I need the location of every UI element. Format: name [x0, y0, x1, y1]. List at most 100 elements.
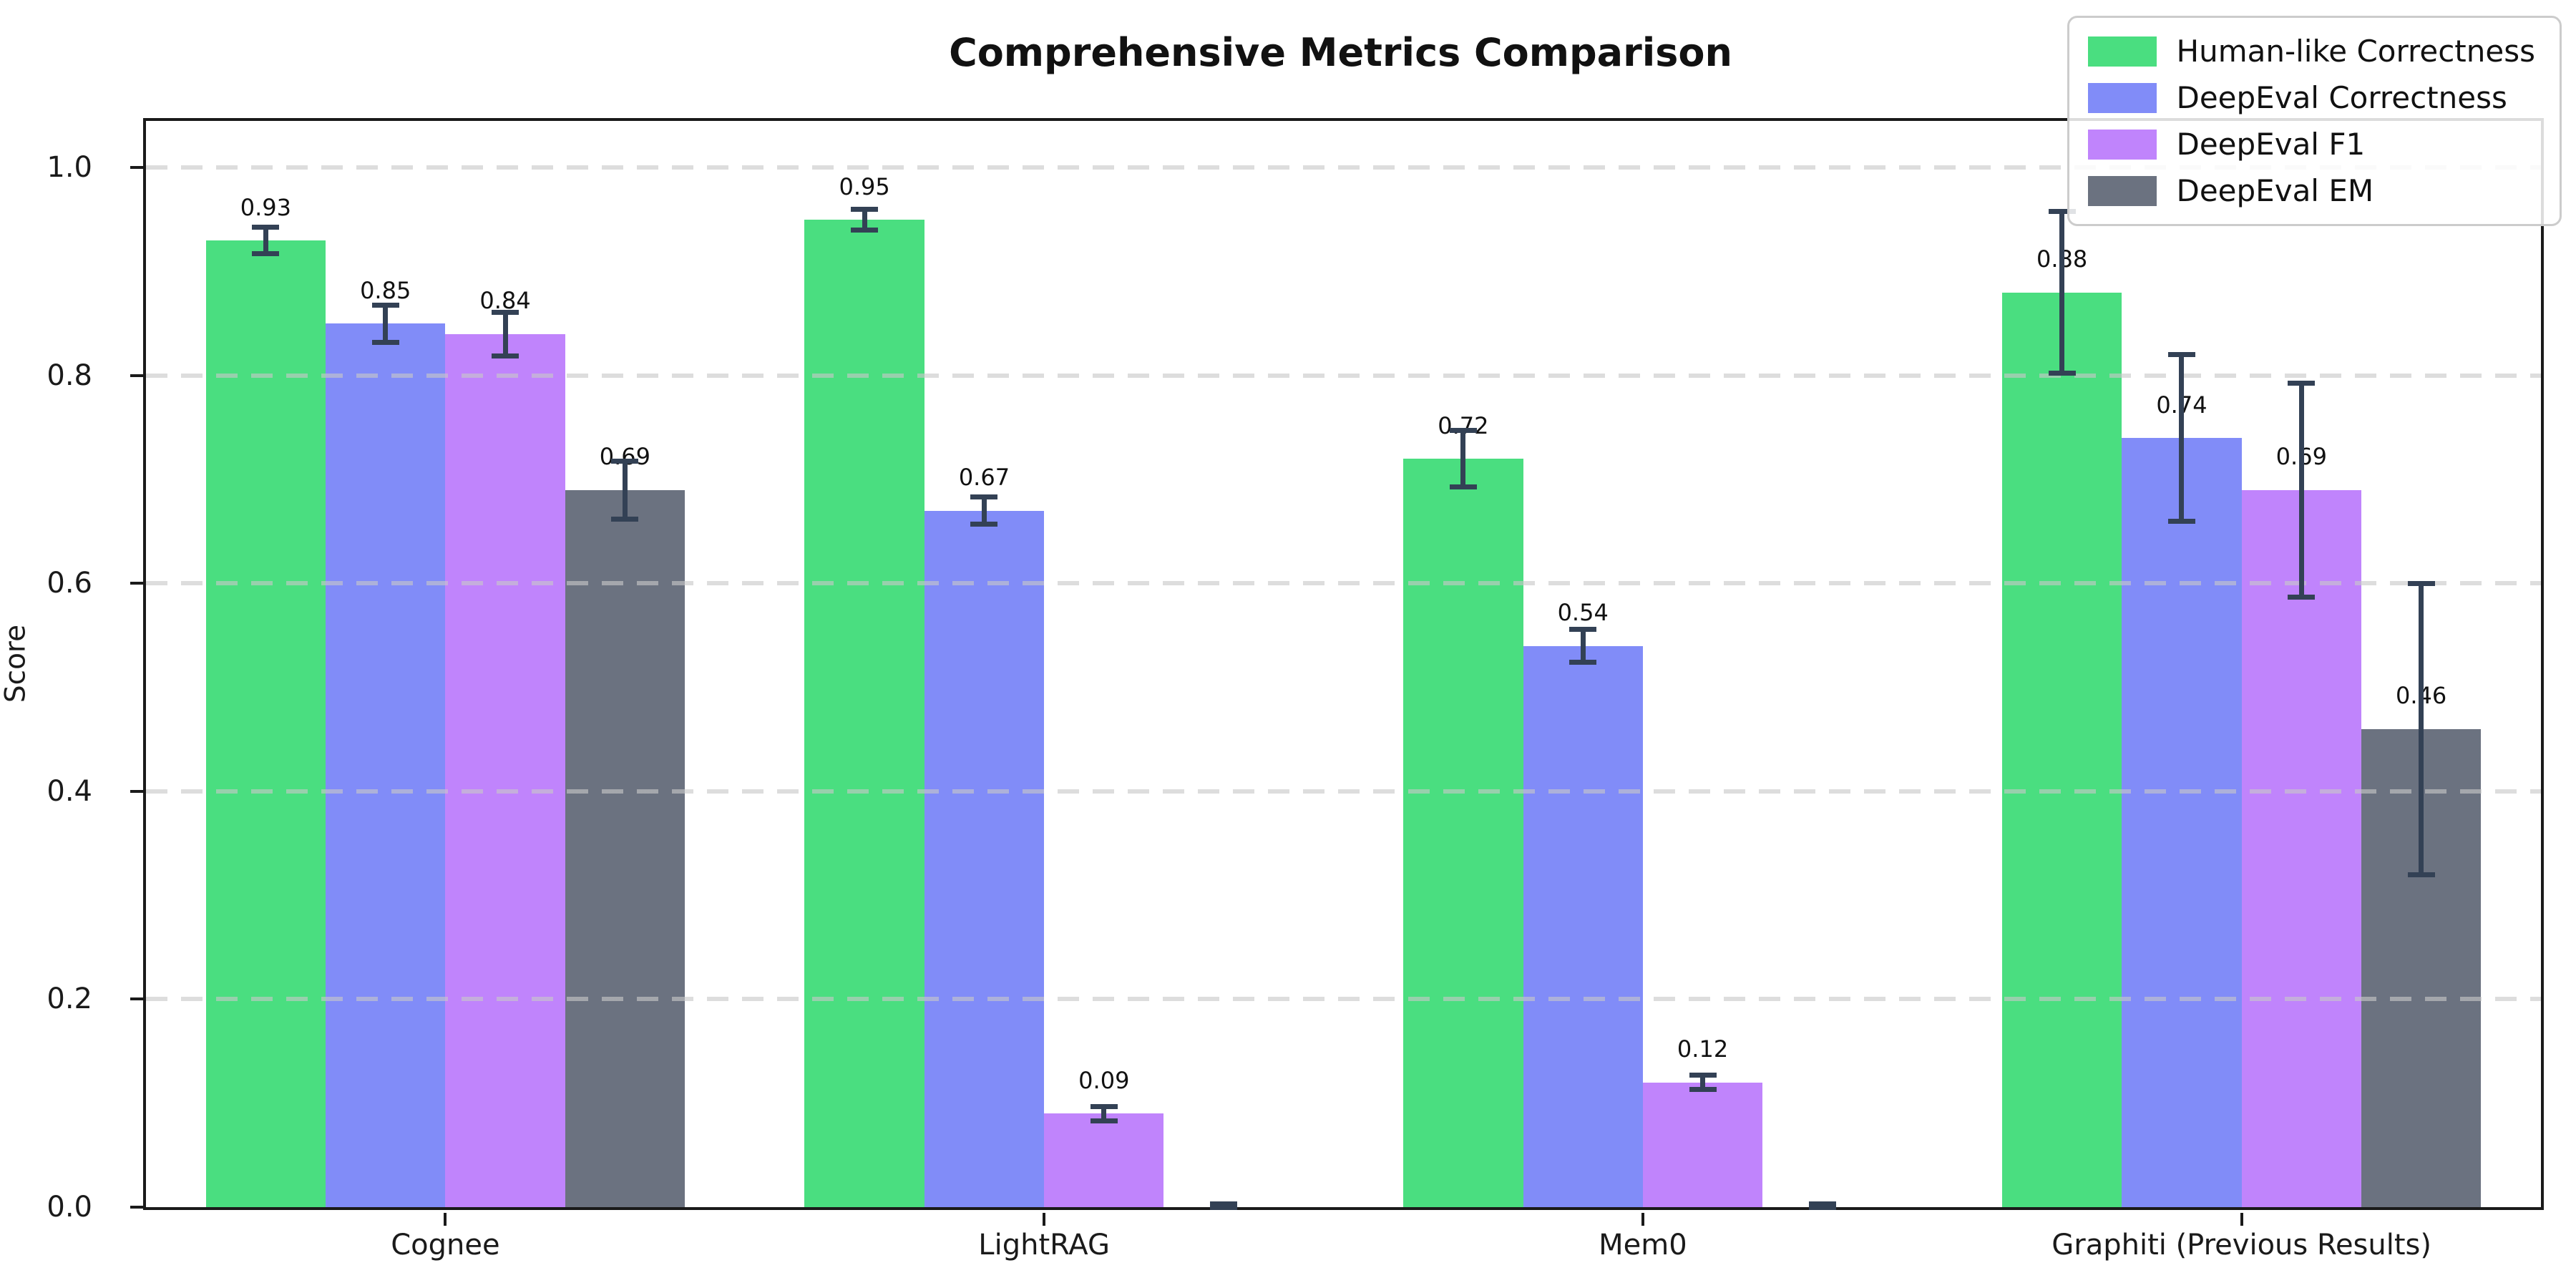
y-tick-mark: [130, 997, 143, 1001]
error-bar-cap: [252, 224, 280, 230]
bar: [924, 510, 1045, 1207]
error-bar-cap: [1569, 626, 1597, 632]
error-bar: [622, 461, 628, 519]
error-bar: [981, 497, 987, 525]
error-bar-cap: [252, 251, 280, 257]
y-tick-label: 0.2: [47, 982, 92, 1016]
error-bar-cap: [970, 522, 998, 527]
value-label: 0.67: [958, 464, 1010, 492]
error-bar-cap: [1210, 1201, 1238, 1207]
legend-item: DeepEval F1: [2087, 127, 2536, 162]
x-tick-label: Mem0: [1599, 1229, 1687, 1262]
error-bar: [2419, 583, 2424, 875]
legend-swatch: [2087, 129, 2157, 160]
value-label: 0.12: [1677, 1035, 1729, 1063]
legend-label: Human-like Correctness: [2176, 34, 2536, 69]
y-tick-label: 0.4: [47, 774, 92, 808]
error-bar: [502, 312, 508, 356]
legend-item: DeepEval EM: [2087, 173, 2536, 208]
error-bar-cap: [1090, 1103, 1118, 1109]
legend-swatch: [2087, 82, 2157, 113]
y-tick-label: 0.8: [47, 358, 92, 392]
x-tick-mark: [444, 1213, 447, 1226]
error-bar-cap: [1090, 1118, 1118, 1123]
error-bar-cap: [1449, 428, 1477, 434]
value-label: 0.09: [1078, 1066, 1130, 1094]
bar: [2001, 292, 2122, 1207]
error-bar-cap: [2288, 594, 2316, 600]
error-bar-cap: [371, 302, 399, 308]
error-bar-cap: [492, 353, 519, 358]
y-tick-mark: [130, 374, 143, 377]
x-tick-mark: [1043, 1213, 1046, 1226]
error-bar-cap: [492, 309, 519, 315]
x-tick-label: Graphiti (Previous Results): [2051, 1229, 2431, 1262]
error-bar-cap: [2407, 872, 2435, 877]
legend-label: DeepEval EM: [2176, 173, 2374, 208]
error-bar-cap: [2167, 352, 2195, 358]
bar: [1044, 1113, 1164, 1207]
error-bar: [2298, 383, 2304, 597]
bar: [205, 240, 326, 1207]
error-bar: [383, 305, 389, 343]
bar: [2122, 438, 2242, 1207]
value-label: 0.93: [240, 193, 291, 221]
error-bar: [1580, 629, 1586, 663]
error-bar-cap: [1808, 1201, 1836, 1207]
error-bar: [1700, 1075, 1706, 1090]
error-bar: [263, 227, 268, 254]
error-bar: [2059, 211, 2065, 374]
error-bar-cap: [2288, 380, 2316, 386]
x-tick-label: Cognee: [391, 1229, 500, 1262]
bar: [1403, 459, 1523, 1207]
y-tick-mark: [130, 1206, 143, 1209]
error-bar-cap: [371, 339, 399, 345]
legend: Human-like Correctness DeepEval Correctne…: [2067, 16, 2562, 226]
legend-swatch: [2087, 175, 2157, 206]
bar: [2241, 489, 2361, 1207]
value-label: 0.85: [360, 276, 411, 304]
error-bar-cap: [1808, 1204, 1836, 1210]
error-bar: [862, 209, 867, 230]
error-bar-cap: [1689, 1087, 1717, 1093]
y-axis-label: Score: [0, 624, 32, 703]
bar: [445, 333, 565, 1207]
bar: [1523, 645, 1643, 1207]
error-bar-cap: [1210, 1204, 1238, 1210]
bar: [565, 489, 686, 1207]
error-bar: [1101, 1106, 1107, 1121]
legend-item: DeepEval Correctness: [2087, 80, 2536, 115]
error-bar-cap: [851, 228, 879, 233]
chart-title: Comprehensive Metrics Comparison: [949, 30, 1732, 75]
y-tick-label: 1.0: [47, 151, 92, 185]
bar: [1642, 1082, 1763, 1207]
legend-label: DeepEval Correctness: [2176, 80, 2507, 115]
error-bar-cap: [970, 494, 998, 500]
error-bar-cap: [2167, 518, 2195, 524]
y-tick-label: 0.0: [47, 1191, 92, 1224]
y-tick-mark: [130, 789, 143, 793]
error-bar-cap: [611, 458, 639, 464]
value-label: 0.95: [839, 172, 890, 200]
error-bar-cap: [2048, 371, 2076, 376]
error-bar-cap: [1689, 1073, 1717, 1078]
error-bar-cap: [2048, 208, 2076, 214]
x-tick-mark: [1641, 1213, 1644, 1226]
y-tick-label: 0.6: [47, 567, 92, 600]
x-tick-label: LightRAG: [978, 1229, 1110, 1262]
plot-area: 0.0 0.2 0.4 0.6 0.8 1.0 Cognee LightRAG Mem0 Grap…: [47, 118, 2544, 1262]
legend-item: Human-like Correctness: [2087, 34, 2536, 69]
legend-swatch: [2087, 36, 2157, 67]
legend-label: DeepEval F1: [2176, 127, 2366, 162]
value-label: 0.54: [1557, 599, 1609, 627]
error-bar-cap: [1569, 660, 1597, 665]
error-bar-cap: [851, 206, 879, 212]
error-bar-cap: [2407, 580, 2435, 586]
y-tick-mark: [130, 166, 143, 170]
x-tick-mark: [2240, 1213, 2243, 1226]
bar: [326, 323, 446, 1207]
error-bar-cap: [611, 516, 639, 522]
error-bar: [2179, 354, 2185, 522]
error-bar: [1460, 430, 1466, 487]
